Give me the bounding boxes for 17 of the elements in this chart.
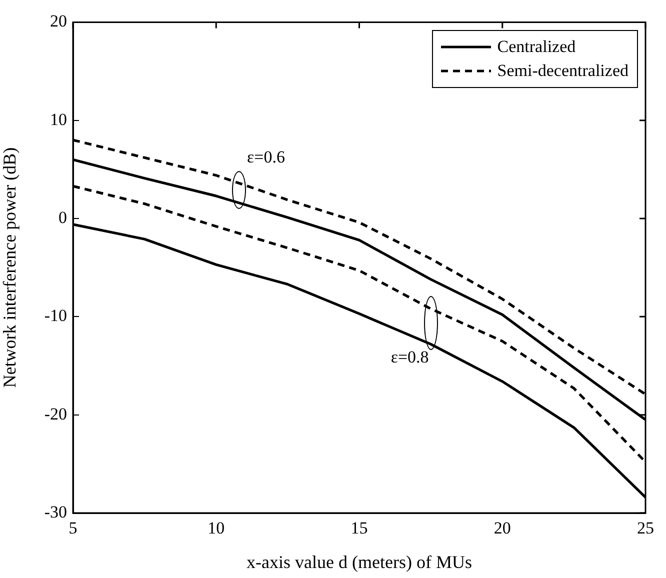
y-axis-title: Network interference power (dB)	[0, 147, 20, 388]
legend-label: Centralized	[497, 37, 576, 58]
annotation: ε=0.8	[390, 348, 429, 367]
x-axis-title: x-axis value d (meters) of MUs	[246, 552, 472, 572]
x-tick-label: 15	[350, 518, 368, 538]
x-tick-label: 20	[494, 518, 511, 538]
y-tick-label: 10	[50, 110, 67, 129]
annotation: ε=0.6	[247, 147, 286, 166]
y-tick-label: -30	[44, 502, 67, 522]
y-tick-label: 20	[50, 12, 67, 31]
x-tick-label: 5	[68, 518, 78, 538]
y-tick-label: -20	[44, 404, 67, 424]
x-tick-label: 25	[637, 518, 654, 538]
y-tick-label: 0	[58, 208, 67, 227]
y-tick-label: -10	[44, 306, 67, 326]
x-tick-label: 10	[208, 518, 225, 538]
legend-label: Semi-decentralized	[497, 61, 628, 82]
